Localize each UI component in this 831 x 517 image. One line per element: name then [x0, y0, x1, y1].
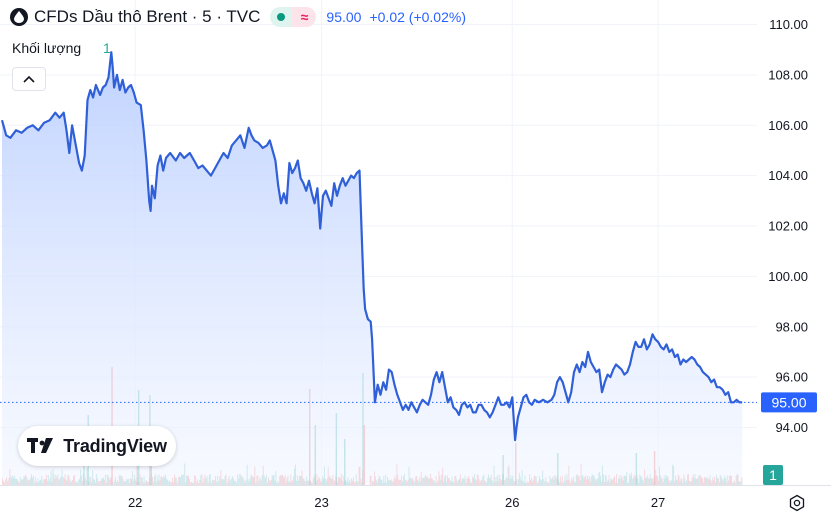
tradingview-mark-icon [27, 438, 54, 453]
logo-text: TradingView [63, 435, 167, 456]
drop-icon [10, 8, 28, 26]
last-price-label-bg [761, 392, 817, 413]
last-price-marker: 95.00 1 [0, 392, 817, 485]
collapse-button[interactable] [12, 67, 46, 91]
volume-axis-badge-bg [763, 465, 783, 485]
chevron-up-icon [23, 75, 35, 83]
time-tick-label: 22 [128, 495, 142, 510]
quote-change: +0.02 (+0.02%) [369, 9, 466, 25]
axis-settings-button[interactable] [786, 492, 808, 514]
volume-value: 1 [103, 40, 111, 56]
time-tick-label: 27 [651, 495, 665, 510]
market-status-pill[interactable]: ≈ [270, 7, 317, 27]
price-area-fill [2, 52, 743, 485]
time-tick-label: 26 [505, 495, 519, 510]
last-price-label: 95.00 [771, 394, 806, 410]
price-tick-label: 96.00 [775, 370, 808, 385]
price-tick-label: 110.00 [769, 17, 808, 32]
quote-price: 95.00 [326, 9, 362, 25]
price-tick-label: 94.00 [775, 420, 808, 435]
chart-header: CFDs Dầu thô Brent · 5 · TVC ≈ 95.00 +0.… [10, 7, 466, 27]
volume-label[interactable]: Khối lượng [12, 40, 82, 56]
time-axis[interactable]: 22 23 26 27 [0, 485, 831, 511]
time-tick-label: 23 [314, 495, 328, 510]
approx-data-badge[interactable]: ≈ [292, 7, 317, 27]
price-tick-label: 104.00 [768, 168, 808, 183]
symbol-title[interactable]: CFDs Dầu thô Brent · 5 · TVC [34, 7, 261, 26]
price-tick-label: 98.00 [775, 319, 808, 334]
price-axis[interactable]: 94.00 96.00 98.00 100.00 102.00 104.00 106.00 1… [768, 17, 808, 435]
price-tick-label: 106.00 [768, 118, 808, 133]
tradingview-logo[interactable]: TradingView [18, 426, 176, 466]
price-tick-label: 100.00 [768, 269, 808, 284]
price-tick-label: 108.00 [768, 67, 808, 82]
gear-icon [789, 494, 805, 512]
price-line[interactable] [0, 51, 743, 442]
price-area [0, 51, 743, 485]
volume-axis-badge: 1 [769, 467, 777, 483]
green-dot-icon [277, 13, 286, 21]
price-tick-label: 102.00 [768, 219, 808, 234]
